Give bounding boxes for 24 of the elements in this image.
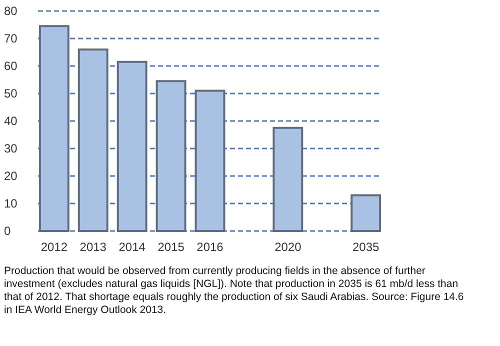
bar <box>156 80 186 232</box>
bar <box>350 194 382 232</box>
x-tick-label: 2020 <box>274 240 302 254</box>
text: Production that would be observed from currently producing fields in the absence of further investment (excludes natural gas liquids [NGL]). Note that production in 2035 is 61 mb/d less than that of 2012. That shortage equals roughly the production of six Saudi Arabias. Source: Figure 14.6 in IEA World Energy Outlook 2013. <box>4 265 464 316</box>
y-tick-label: 70 <box>4 32 18 46</box>
y-tick-label: 50 <box>4 86 18 101</box>
x-tick-label: 2035 <box>352 240 380 254</box>
y-tick-label: 40 <box>4 114 18 128</box>
y-tick-label: 10 <box>4 196 18 211</box>
bar <box>38 25 70 232</box>
x-tick-label: 2012 <box>40 240 68 254</box>
x-tick-label: 2015 <box>158 240 185 254</box>
x-tick-label: 2016 <box>196 240 224 254</box>
bar <box>78 48 108 232</box>
y-tick-label: 80 <box>4 4 18 18</box>
y-tick-label: 60 <box>4 59 18 74</box>
y-tick-label: 30 <box>4 142 18 156</box>
x-tick-label: 2014 <box>118 240 146 254</box>
bar <box>272 126 304 232</box>
x-tick-label: 2013 <box>80 240 107 254</box>
bar <box>116 60 148 232</box>
y-tick-label: 0 <box>4 224 11 238</box>
bar <box>194 90 226 232</box>
y-tick-label: 20 <box>4 169 18 184</box>
